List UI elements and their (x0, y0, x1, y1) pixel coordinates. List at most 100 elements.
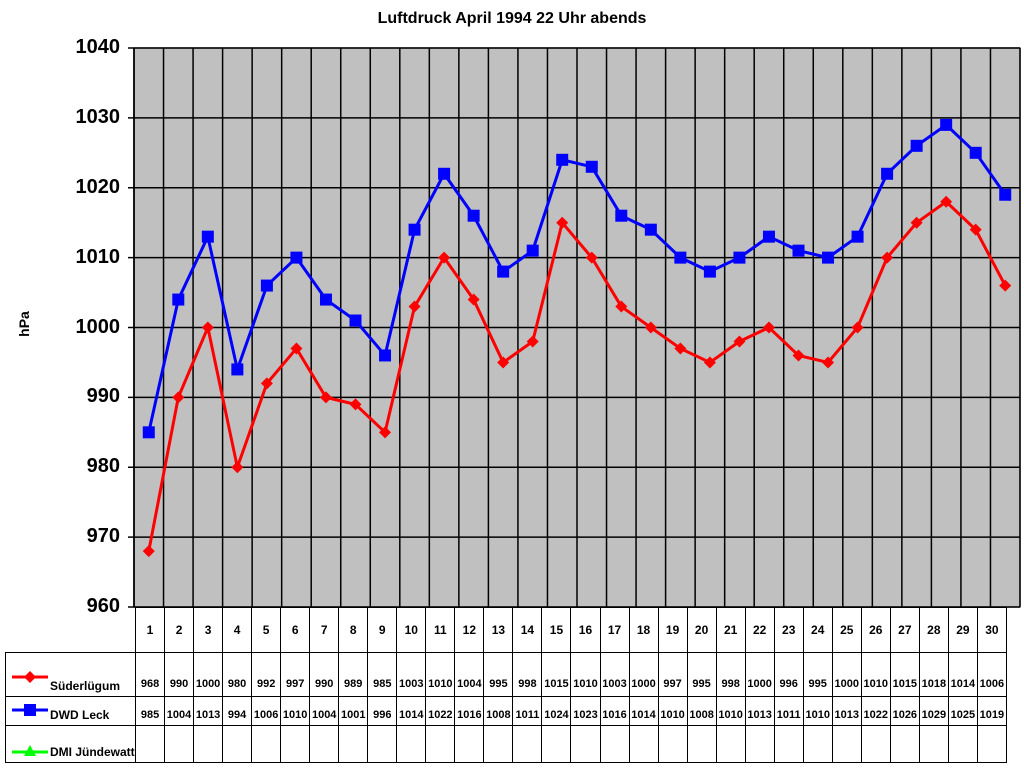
value-cell: 990 (164, 652, 195, 697)
value-cell (512, 725, 543, 763)
square-marker-icon (585, 160, 598, 173)
diamond-marker-icon (910, 216, 923, 229)
y-tick-label: 980 (86, 455, 120, 478)
value-cell: 1025 (947, 696, 978, 726)
day-label: 19 (657, 607, 688, 653)
diamond-marker-icon (467, 293, 480, 306)
table-row: Süderlügum 968 990 1000 980 992 997 990 989 985 10… (5, 652, 1007, 697)
diamond-marker-icon (585, 251, 598, 264)
value-cell: 1008 (483, 696, 514, 726)
day-label: 5 (251, 607, 282, 653)
y-tick-label: 970 (86, 525, 120, 548)
square-marker-icon (408, 223, 421, 236)
value-cell (773, 725, 804, 763)
diamond-marker-icon (940, 195, 953, 208)
value-cell (193, 725, 224, 763)
square-marker-icon (231, 363, 244, 376)
square-marker-icon (822, 251, 835, 264)
value-cell: 1004 (309, 696, 340, 726)
value-cell: 1000 (628, 652, 659, 697)
value-cell (425, 725, 456, 763)
diamond-marker-icon (969, 223, 982, 236)
value-cell: 1010 (715, 696, 746, 726)
square-marker-icon (438, 167, 451, 180)
value-cell: 1000 (831, 652, 862, 697)
value-cell: 1019 (976, 696, 1007, 726)
value-cell (628, 725, 659, 763)
day-label: 2 (164, 607, 195, 653)
value-cell (976, 725, 1007, 763)
value-cell (918, 725, 949, 763)
value-cell (744, 725, 775, 763)
diamond-marker-icon (674, 342, 687, 355)
value-cell: 1010 (802, 696, 833, 726)
diamond-marker-icon (349, 398, 362, 411)
square-marker-icon (881, 167, 894, 180)
diamond-marker-icon (172, 391, 185, 404)
value-cell: 1003 (599, 652, 630, 697)
diamond-marker-icon (703, 356, 716, 369)
value-cell: 1024 (541, 696, 572, 726)
square-marker-icon (379, 349, 392, 362)
square-marker-icon (201, 230, 214, 243)
diamond-marker-icon (644, 321, 657, 334)
day-label: 11 (425, 607, 456, 653)
value-cell (483, 725, 514, 763)
square-legend-icon (12, 704, 48, 716)
diamond-marker-icon (556, 216, 569, 229)
diamond-marker-icon (497, 356, 510, 369)
value-cell: 995 (686, 652, 717, 697)
diamond-legend-icon (12, 671, 48, 683)
value-cell: 985 (367, 652, 398, 697)
value-cell (599, 725, 630, 763)
square-marker-icon (969, 146, 982, 159)
value-cell (134, 725, 166, 763)
value-cell (657, 725, 688, 763)
y-tick-label: 1030 (75, 105, 121, 128)
value-cell: 1010 (657, 696, 688, 726)
square-marker-icon (762, 230, 775, 243)
legend-entry: Süderlügum (5, 652, 136, 697)
value-cell: 998 (715, 652, 746, 697)
diamond-marker-icon (792, 349, 805, 362)
value-cell (686, 725, 717, 763)
value-cell: 998 (512, 652, 543, 697)
value-cell: 1013 (744, 696, 775, 726)
square-marker-icon (851, 230, 864, 243)
value-cell: 1000 (193, 652, 224, 697)
day-label: 23 (773, 607, 804, 653)
square-marker-icon (142, 426, 155, 439)
day-label: 12 (454, 607, 485, 653)
square-marker-icon (733, 251, 746, 264)
value-cell: 985 (134, 696, 166, 726)
square-marker-icon (940, 118, 953, 131)
legend-label: DWD Leck (50, 708, 110, 722)
value-cell: 1014 (628, 696, 659, 726)
legend-entry: DMI Jündewatt (5, 725, 136, 763)
day-label: 26 (860, 607, 891, 653)
series-line-0 (147, 199, 1007, 552)
day-label: 16 (570, 607, 601, 653)
day-label: 28 (918, 607, 949, 653)
value-cell: 1011 (512, 696, 543, 726)
diamond-marker-icon (260, 377, 273, 390)
day-label: 7 (309, 607, 340, 653)
square-marker-icon (172, 293, 185, 306)
value-cell: 1004 (454, 652, 485, 697)
value-cell: 1018 (918, 652, 949, 697)
square-marker-icon (319, 293, 332, 306)
value-cell: 996 (367, 696, 398, 726)
value-cell (831, 725, 862, 763)
square-marker-icon (556, 153, 569, 166)
day-label: 22 (744, 607, 775, 653)
square-marker-icon (644, 223, 657, 236)
diamond-marker-icon (201, 321, 214, 334)
chart-title: Luftdruck April 1994 22 Uhr abends (377, 10, 647, 27)
value-cell (309, 725, 340, 763)
value-cell: 1014 (947, 652, 978, 697)
square-marker-icon (467, 209, 480, 222)
square-marker-icon (674, 251, 687, 264)
value-cell: 1003 (396, 652, 427, 697)
value-cell (251, 725, 282, 763)
